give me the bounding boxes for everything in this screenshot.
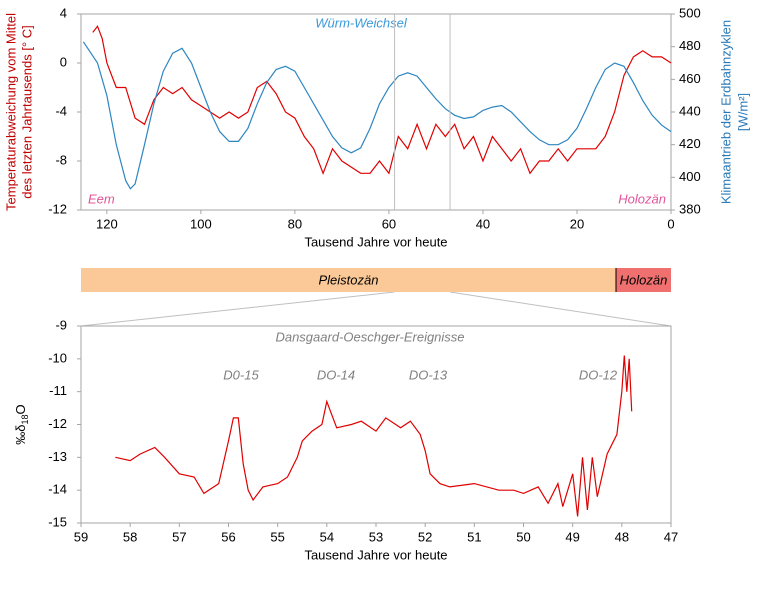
x-tick-label: 55 bbox=[270, 529, 284, 544]
period-label: Holozän bbox=[620, 272, 668, 287]
y2-tick-label: 380 bbox=[679, 201, 701, 216]
y2-tick-label: 440 bbox=[679, 103, 701, 118]
y-tick-label: -9 bbox=[55, 317, 67, 332]
annotation: DO-13 bbox=[409, 367, 448, 382]
y2-tick-label: 400 bbox=[679, 169, 701, 184]
x-tick-label: 47 bbox=[664, 529, 678, 544]
y2-tick-label: 480 bbox=[679, 38, 701, 53]
y-tick-label: -10 bbox=[48, 350, 67, 365]
y-axis-label-part: 18 bbox=[20, 414, 30, 424]
x-tick-label: 58 bbox=[123, 529, 137, 544]
period-label: Pleistozän bbox=[319, 272, 379, 287]
x-axis-label: Tausend Jahre vor heute bbox=[304, 234, 447, 249]
x-tick-label: 57 bbox=[172, 529, 186, 544]
y-axis-label-part: O bbox=[13, 404, 28, 414]
annotation: Würm-Weichsel bbox=[315, 15, 408, 30]
y-axis-label: Temperaturabweichung vom Mittel bbox=[3, 13, 18, 211]
annotation: DO-14 bbox=[317, 367, 355, 382]
x-tick-label: 0 bbox=[667, 216, 674, 231]
data-line bbox=[115, 355, 633, 517]
y-axis-label: ‰δ18O bbox=[13, 404, 30, 444]
y-tick-label: -12 bbox=[48, 416, 67, 431]
x-tick-label: 40 bbox=[476, 216, 490, 231]
x-tick-label: 120 bbox=[96, 216, 118, 231]
y-tick-label: -15 bbox=[48, 514, 67, 529]
y-tick-label: -13 bbox=[48, 449, 67, 464]
data-line bbox=[92, 25, 672, 175]
period-bar bbox=[81, 268, 616, 292]
y2-tick-label: 420 bbox=[679, 136, 701, 151]
y-axis-label-part: ‰δ bbox=[13, 424, 28, 444]
y-tick-label: -12 bbox=[48, 201, 67, 216]
y2-tick-label: 500 bbox=[679, 5, 701, 20]
data-line bbox=[82, 41, 672, 190]
x-tick-label: 20 bbox=[570, 216, 584, 231]
y-tick-label: -11 bbox=[49, 383, 67, 398]
annotation: D0-15 bbox=[223, 367, 259, 382]
zoom-connector bbox=[80, 291, 395, 327]
annotation: Eem bbox=[88, 191, 115, 206]
y2-axis-label: Klimaantrieb der Erdbahnzyklen bbox=[718, 20, 733, 204]
y-tick-label: -14 bbox=[48, 482, 67, 497]
x-tick-label: 50 bbox=[516, 529, 530, 544]
x-tick-label: 59 bbox=[74, 529, 88, 544]
y-tick-label: 4 bbox=[60, 5, 67, 20]
x-tick-label: 52 bbox=[418, 529, 432, 544]
x-axis-label: Tausend Jahre vor heute bbox=[304, 547, 447, 562]
period-bar bbox=[615, 268, 671, 292]
x-tick-label: 49 bbox=[565, 529, 579, 544]
x-tick-label: 51 bbox=[467, 529, 481, 544]
annotation: Holozän bbox=[618, 191, 666, 206]
zoom-connector bbox=[449, 291, 672, 327]
x-tick-label: 54 bbox=[320, 529, 334, 544]
y-axis-label: des letzten Jahrtausends [° C] bbox=[19, 25, 34, 199]
x-tick-label: 60 bbox=[382, 216, 396, 231]
x-tick-label: 48 bbox=[615, 529, 629, 544]
y-tick-label: -8 bbox=[55, 152, 67, 167]
y2-axis-label: [W/m²] bbox=[735, 93, 750, 131]
y-tick-label: 0 bbox=[60, 54, 67, 69]
plot-frame bbox=[80, 325, 672, 524]
x-tick-label: 100 bbox=[190, 216, 212, 231]
y2-tick-label: 460 bbox=[679, 71, 701, 86]
x-tick-label: 56 bbox=[221, 529, 235, 544]
x-tick-label: 53 bbox=[369, 529, 383, 544]
y-tick-label: -4 bbox=[55, 103, 67, 118]
annotation: DO-12 bbox=[579, 367, 618, 382]
annotation: Dansgaard-Oeschger-Ereignisse bbox=[275, 329, 464, 344]
x-tick-label: 80 bbox=[288, 216, 302, 231]
